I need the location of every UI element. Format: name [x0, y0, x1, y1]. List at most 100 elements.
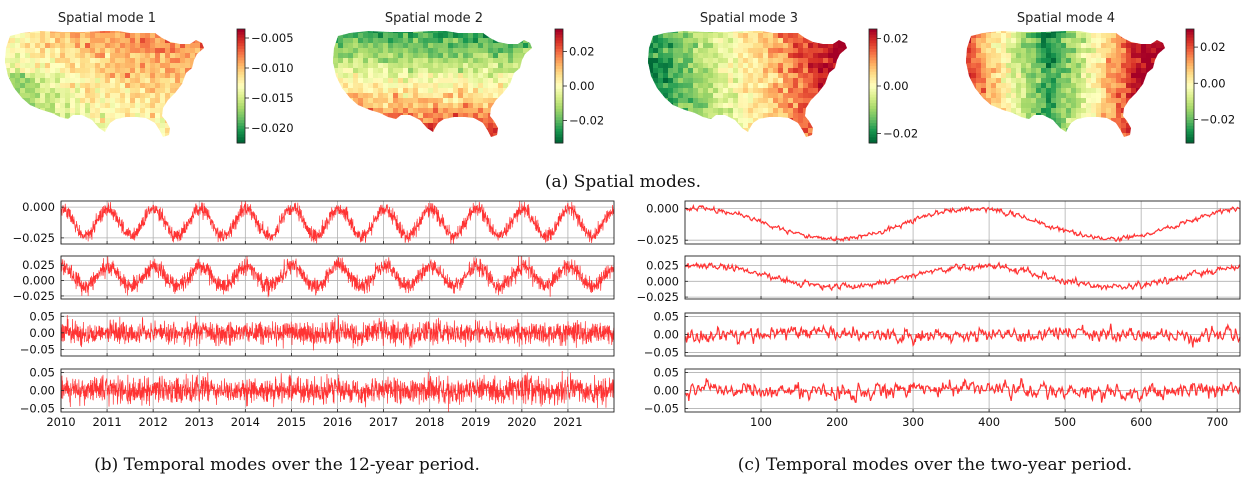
map-cell	[378, 43, 384, 49]
map-cell	[991, 48, 997, 54]
colorbar-tick-label: −0.010	[251, 61, 294, 75]
map-cell	[125, 118, 131, 124]
map-cell	[40, 58, 46, 64]
map-cell	[1101, 143, 1107, 149]
map-cell	[165, 53, 171, 59]
map-cell	[1111, 88, 1117, 94]
map-cell	[90, 128, 96, 134]
map-cell	[433, 38, 439, 44]
map-cell	[668, 108, 674, 114]
map-cell	[488, 73, 494, 79]
map-cell	[388, 123, 394, 129]
map-cell	[733, 98, 739, 104]
map-cell	[50, 43, 56, 49]
map-cell	[748, 88, 754, 94]
map-cell	[783, 93, 789, 99]
map-cell	[398, 63, 404, 69]
map-cell	[843, 108, 847, 114]
map-cell	[150, 108, 156, 114]
map-cell	[155, 48, 161, 54]
map-cell	[180, 53, 186, 59]
map-cell	[803, 53, 809, 59]
map-cell	[165, 133, 171, 137]
map-cell	[828, 33, 834, 39]
map-cell	[85, 48, 91, 54]
map-cell	[423, 63, 429, 69]
map-cell	[135, 103, 141, 109]
colorbar-swatch	[1186, 114, 1194, 118]
map-cell	[1166, 108, 1172, 114]
colorbar-swatch	[869, 80, 877, 84]
map-cell	[728, 143, 734, 149]
map-cell	[703, 78, 709, 84]
map-cell	[368, 58, 374, 64]
map-cell	[648, 93, 654, 99]
map-cell	[768, 43, 774, 49]
map-cell	[30, 88, 36, 94]
map-cell	[170, 143, 176, 149]
map-cell	[185, 53, 191, 59]
colorbar-frame	[236, 28, 246, 144]
map-cell	[185, 63, 191, 69]
map-cell	[648, 48, 649, 54]
map-cell	[338, 31, 344, 34]
map-cell	[783, 78, 789, 84]
map-cell	[1001, 31, 1007, 34]
map-cell	[493, 63, 499, 69]
map-cell	[658, 103, 664, 109]
map-cell	[818, 103, 824, 109]
map-cell	[1041, 31, 1047, 34]
map-cell	[1006, 103, 1012, 109]
map-cell	[976, 128, 982, 134]
map-cell	[145, 128, 151, 134]
map-cell	[748, 103, 754, 109]
map-cell	[523, 118, 529, 124]
map-cell	[160, 143, 166, 149]
map-cell	[743, 58, 749, 64]
map-cell	[140, 128, 146, 134]
map-cell	[338, 93, 344, 99]
colorbar-swatch	[237, 123, 245, 127]
map-cell	[20, 138, 26, 144]
map-cell	[468, 43, 474, 49]
map-cell	[793, 33, 799, 39]
map-cell	[1146, 33, 1152, 39]
map-cell	[35, 128, 41, 134]
map-cell	[713, 53, 719, 59]
map-cell	[788, 53, 794, 59]
map-cell	[748, 31, 754, 34]
map-cell	[40, 123, 46, 129]
map-cell	[100, 108, 106, 114]
map-cell	[788, 73, 794, 79]
map-cell	[160, 38, 166, 44]
map-cell	[40, 68, 46, 74]
colorbar-swatch	[1186, 83, 1194, 87]
map-cell	[368, 48, 374, 54]
map-cell	[438, 33, 444, 39]
map-cell	[803, 68, 809, 74]
map-cell	[1046, 83, 1052, 89]
map-cell	[453, 38, 459, 44]
map-cell	[1026, 48, 1032, 54]
map-cell	[1166, 133, 1172, 139]
map-cell	[140, 98, 146, 104]
colorbar-swatch	[869, 120, 877, 124]
map-cell	[200, 118, 204, 124]
map-cell	[75, 83, 81, 89]
map-cell	[393, 108, 399, 114]
map-cell	[20, 128, 26, 134]
map-cell	[738, 103, 744, 109]
x-tick-label: 2010	[46, 415, 75, 429]
map-cell	[753, 98, 759, 104]
map-cell	[1136, 113, 1142, 119]
map-cell	[708, 138, 714, 144]
map-cell	[383, 63, 389, 69]
map-cell	[648, 98, 654, 104]
colorbar-swatch	[1186, 91, 1194, 96]
map-cell	[125, 83, 131, 89]
map-cell	[100, 133, 106, 137]
map-cell	[368, 88, 374, 94]
map-cell	[738, 128, 744, 134]
map-cell	[483, 133, 489, 137]
map-cell	[155, 123, 161, 129]
